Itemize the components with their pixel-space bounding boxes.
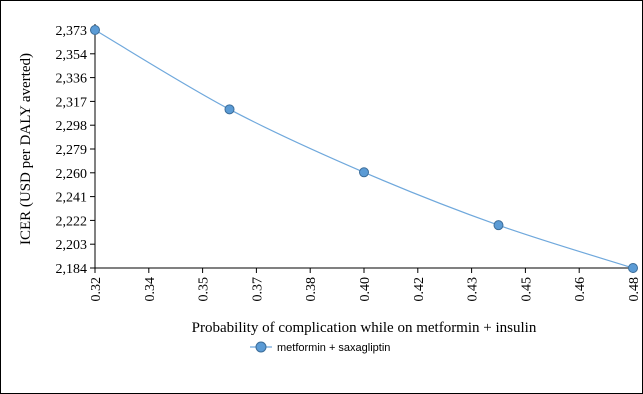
legend-label: metformin + saxagliptin	[277, 342, 390, 354]
x-axis-title: Probability of complication while on met…	[192, 320, 537, 336]
x-tick-label: 0.37	[250, 277, 265, 302]
y-tick-label: 2,373	[56, 24, 88, 39]
x-tick-label: 0.35	[197, 277, 212, 302]
x-tick-label: 0.48	[627, 277, 642, 302]
data-point	[628, 263, 638, 273]
series-line	[94, 29, 634, 269]
y-tick-label: 2,260	[56, 167, 88, 182]
x-tick-label: 0.32	[89, 277, 104, 302]
legend[interactable]: metformin + saxagliptin	[250, 341, 390, 354]
y-tick-label: 2,184	[56, 262, 88, 277]
series-layer	[90, 25, 638, 273]
y-tick-label: 2,241	[56, 191, 88, 206]
x-tick-label: 0.40	[358, 277, 373, 302]
y-tick-label: 2,298	[56, 119, 88, 134]
x-tick-label: 0.46	[573, 277, 588, 302]
data-point	[90, 25, 100, 35]
x-tick-label: 0.34	[143, 277, 158, 302]
legend-marker-swatch	[255, 341, 267, 353]
y-tick-label: 2,279	[56, 143, 88, 158]
x-tick-label: 0.38	[304, 277, 319, 302]
axes	[94, 24, 635, 269]
x-tick-label: 0.42	[412, 277, 427, 302]
x-tick-label: 0.43	[466, 277, 481, 302]
y-tick-label: 2,336	[56, 72, 88, 87]
x-axis-ticks: 0.32 0.34 0.35 0.37 0.38 0.40 0.42 0.43 0.45 0.46…	[89, 268, 642, 302]
y-tick-label: 2,354	[56, 48, 88, 63]
data-point	[359, 167, 369, 178]
y-tick-label: 2,222	[56, 214, 88, 229]
x-tick-label: 0.45	[519, 277, 534, 302]
y-tick-label: 2,317	[56, 95, 88, 110]
data-point	[493, 220, 504, 231]
data-point	[224, 104, 235, 115]
y-axis-ticks: 2,184 2,203 2,222 2,241 2,260 2,279 2,298 2,317…	[56, 24, 95, 277]
y-axis-title: ICER (USD per DALY averted)	[18, 53, 34, 245]
y-tick-label: 2,203	[56, 238, 88, 253]
